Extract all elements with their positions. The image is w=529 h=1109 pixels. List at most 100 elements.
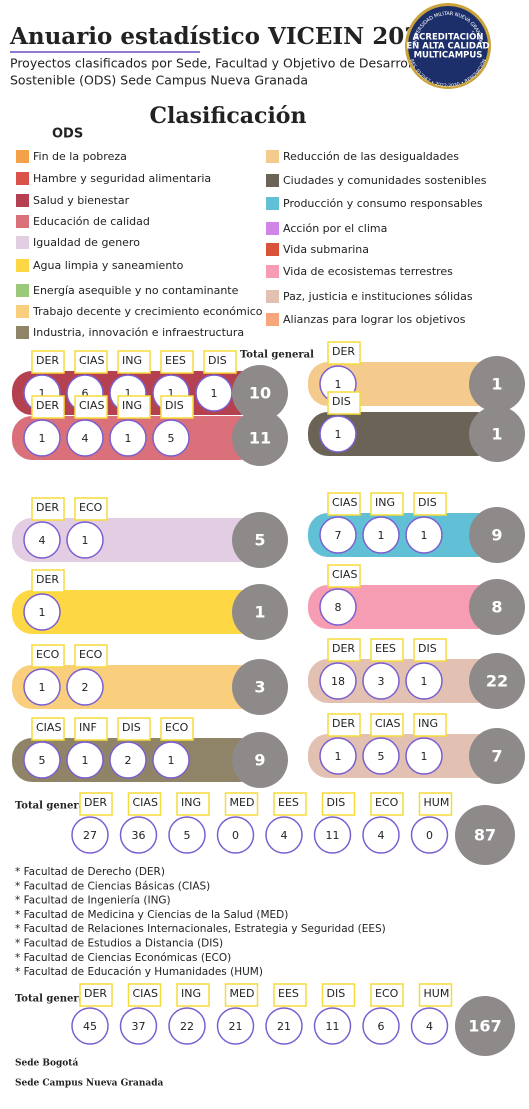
count-value: 1: [378, 529, 385, 542]
count-value: 1: [168, 754, 175, 767]
count-value: 36: [132, 829, 146, 842]
total-circle: [469, 579, 525, 635]
count-value: 11: [326, 829, 340, 842]
count-circle: [319, 415, 357, 453]
faculty-tag: [127, 792, 162, 816]
legend-label: Trabajo decente y crecimiento económico: [32, 305, 263, 318]
faculty-tag: [31, 350, 65, 374]
count-circle: [313, 1007, 352, 1045]
count-value: 1: [125, 432, 132, 445]
total-circle: [232, 659, 288, 715]
faculty-tag: [370, 983, 404, 1007]
faculty-tag: [117, 395, 151, 419]
count-circle: [23, 593, 61, 631]
total-value: 10: [249, 384, 271, 403]
faculty-tag-label: DER: [36, 399, 59, 412]
legend-swatch: [266, 265, 279, 278]
footer-text: Sede Campus Nueva Granada: [15, 1079, 164, 1089]
count-value: 5: [168, 432, 175, 445]
legend-swatch: [266, 313, 279, 326]
title: Anuario estadístico VICEIN 2023: [9, 23, 436, 50]
legend-label: Igualdad de genero: [33, 236, 140, 249]
faculty-note: * Facultad de Estudios a Distancia (DIS): [15, 938, 223, 950]
count-value: 1: [125, 387, 132, 400]
faculty-tag-label: EES: [165, 354, 186, 367]
faculty-tag-label: DIS: [165, 399, 184, 412]
count-value: 1: [211, 387, 218, 400]
legend-swatch: [266, 150, 279, 163]
ods-pill: [308, 412, 497, 456]
faculty-tag-label: ECO: [165, 721, 189, 734]
faculty-tag-label: ECO: [79, 648, 103, 661]
count-circle: [216, 1007, 255, 1045]
badge: [408, 6, 488, 86]
total-circle: [469, 728, 525, 784]
faculty-tag: [327, 391, 361, 415]
faculty-tag: [413, 713, 447, 737]
count-circle: [319, 588, 357, 626]
faculty-tag-label: DER: [332, 717, 355, 730]
faculty-tag: [160, 717, 194, 741]
count-circle: [66, 741, 104, 779]
faculty-note: * Facultad de Derecho (DER): [15, 866, 165, 878]
total-general-label: Total general: [15, 994, 89, 1005]
count-circle: [410, 816, 449, 854]
faculty-tag: [273, 983, 307, 1007]
total-value: 1: [491, 425, 502, 444]
count-circle: [152, 741, 190, 779]
count-value: 2: [82, 681, 89, 694]
legend-label: Agua limpia y saneamiento: [33, 259, 184, 272]
total-value: 11: [249, 429, 271, 448]
count-circle: [265, 816, 303, 854]
legend-swatch: [16, 326, 29, 339]
count-value: 1: [421, 529, 428, 542]
count-circle: [119, 1007, 158, 1045]
faculty-tag: [327, 492, 361, 516]
legend-label: Vida de ecosistemas terrestres: [283, 265, 453, 278]
total-circle: [232, 732, 288, 788]
total-general-label: Total general: [240, 350, 314, 361]
faculty-note: * Facultad de Relaciones Internacionales…: [15, 923, 386, 935]
faculty-tag-label: EES: [375, 642, 396, 655]
count-value: 1: [39, 387, 46, 400]
total-circle: [469, 653, 525, 709]
count-value: 5: [184, 829, 191, 842]
faculty-tag: [176, 983, 210, 1007]
count-value: 4: [378, 829, 385, 842]
legend-label: Alianzas para lograr los objetivos: [283, 313, 466, 326]
faculty-tag: [370, 792, 404, 816]
count-circle: [313, 816, 352, 854]
legend-label: Producción y consumo responsables: [283, 197, 483, 210]
faculty-tag-label: CIAS: [133, 796, 158, 809]
faculty-tag: [327, 341, 361, 365]
count-circle: [216, 816, 255, 854]
total-circle: [232, 365, 288, 421]
faculty-tag: [160, 395, 194, 419]
faculty-tag-label: DIS: [332, 395, 351, 408]
total-value: 1: [491, 375, 502, 394]
total-circle: [469, 356, 525, 412]
count-circle: [109, 419, 147, 457]
total-circle: [469, 406, 525, 462]
faculty-tag: [31, 644, 65, 668]
count-value: 5: [39, 754, 46, 767]
faculty-tag-label: CIAS: [36, 721, 61, 734]
count-circle: [319, 737, 357, 775]
count-circle: [319, 662, 357, 700]
faculty-tag-label: DIS: [208, 354, 227, 367]
count-circle: [71, 816, 109, 854]
badge-text: EN ALTA CALIDAD: [406, 42, 489, 52]
faculty-tag: [31, 569, 65, 593]
count-circle: [362, 737, 400, 775]
faculty-tag-label: ING: [181, 796, 201, 809]
legend-swatch: [16, 305, 29, 318]
faculty-tag: [273, 792, 307, 816]
count-value: 27: [83, 829, 97, 842]
faculty-tag: [117, 350, 151, 374]
legend-swatch: [16, 259, 29, 272]
legend-swatch: [16, 194, 29, 207]
legend-swatch: [16, 172, 29, 185]
faculty-note: * Facultad de Medicina y Ciencias de la …: [15, 909, 288, 921]
faculty-tag-label: MED: [230, 796, 255, 809]
